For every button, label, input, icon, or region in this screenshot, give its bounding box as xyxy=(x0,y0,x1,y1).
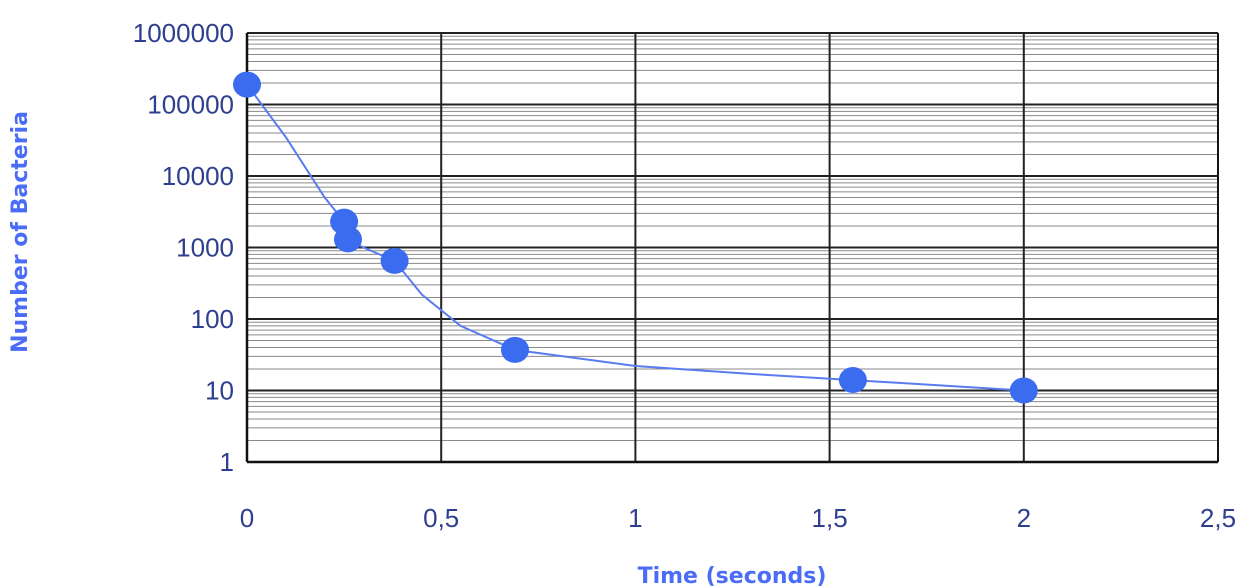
x-axis-title: Time (seconds) xyxy=(638,564,827,587)
y-tick-label: 10000 xyxy=(162,161,234,191)
y-axis-title: Number of Bacteria xyxy=(8,111,33,353)
y-tick-labels: 1 10 100 1000 10000 100000 1000000 xyxy=(133,18,234,477)
trend-curve xyxy=(246,84,1024,392)
x-tick-label: 0,5 xyxy=(423,503,459,533)
x-tick-label: 0 xyxy=(240,503,254,533)
data-point xyxy=(1009,377,1038,404)
data-point xyxy=(380,247,409,274)
trend-curve-layer xyxy=(246,84,1024,392)
grid-lines xyxy=(246,32,1219,463)
data-point xyxy=(233,71,261,98)
y-tick-label: 1000000 xyxy=(133,18,234,48)
x-tick-label: 2 xyxy=(1017,503,1031,533)
y-tick-label: 100000 xyxy=(147,90,234,120)
x-tick-label: 2,5 xyxy=(1200,503,1236,533)
y-tick-label: 1 xyxy=(220,447,234,477)
y-tick-label: 1000 xyxy=(176,233,234,263)
plot-frame xyxy=(245,33,1219,464)
x-tick-labels: 0 0,5 1 1,5 2 2,5 xyxy=(240,503,1236,533)
data-point xyxy=(500,336,529,363)
data-points-layer xyxy=(233,71,1038,404)
y-tick-label: 100 xyxy=(191,304,234,334)
data-point xyxy=(333,226,362,253)
data-point xyxy=(838,367,867,394)
x-tick-label: 1,5 xyxy=(812,503,848,533)
x-tick-label: 1 xyxy=(628,503,642,533)
y-tick-label: 10 xyxy=(205,376,234,406)
